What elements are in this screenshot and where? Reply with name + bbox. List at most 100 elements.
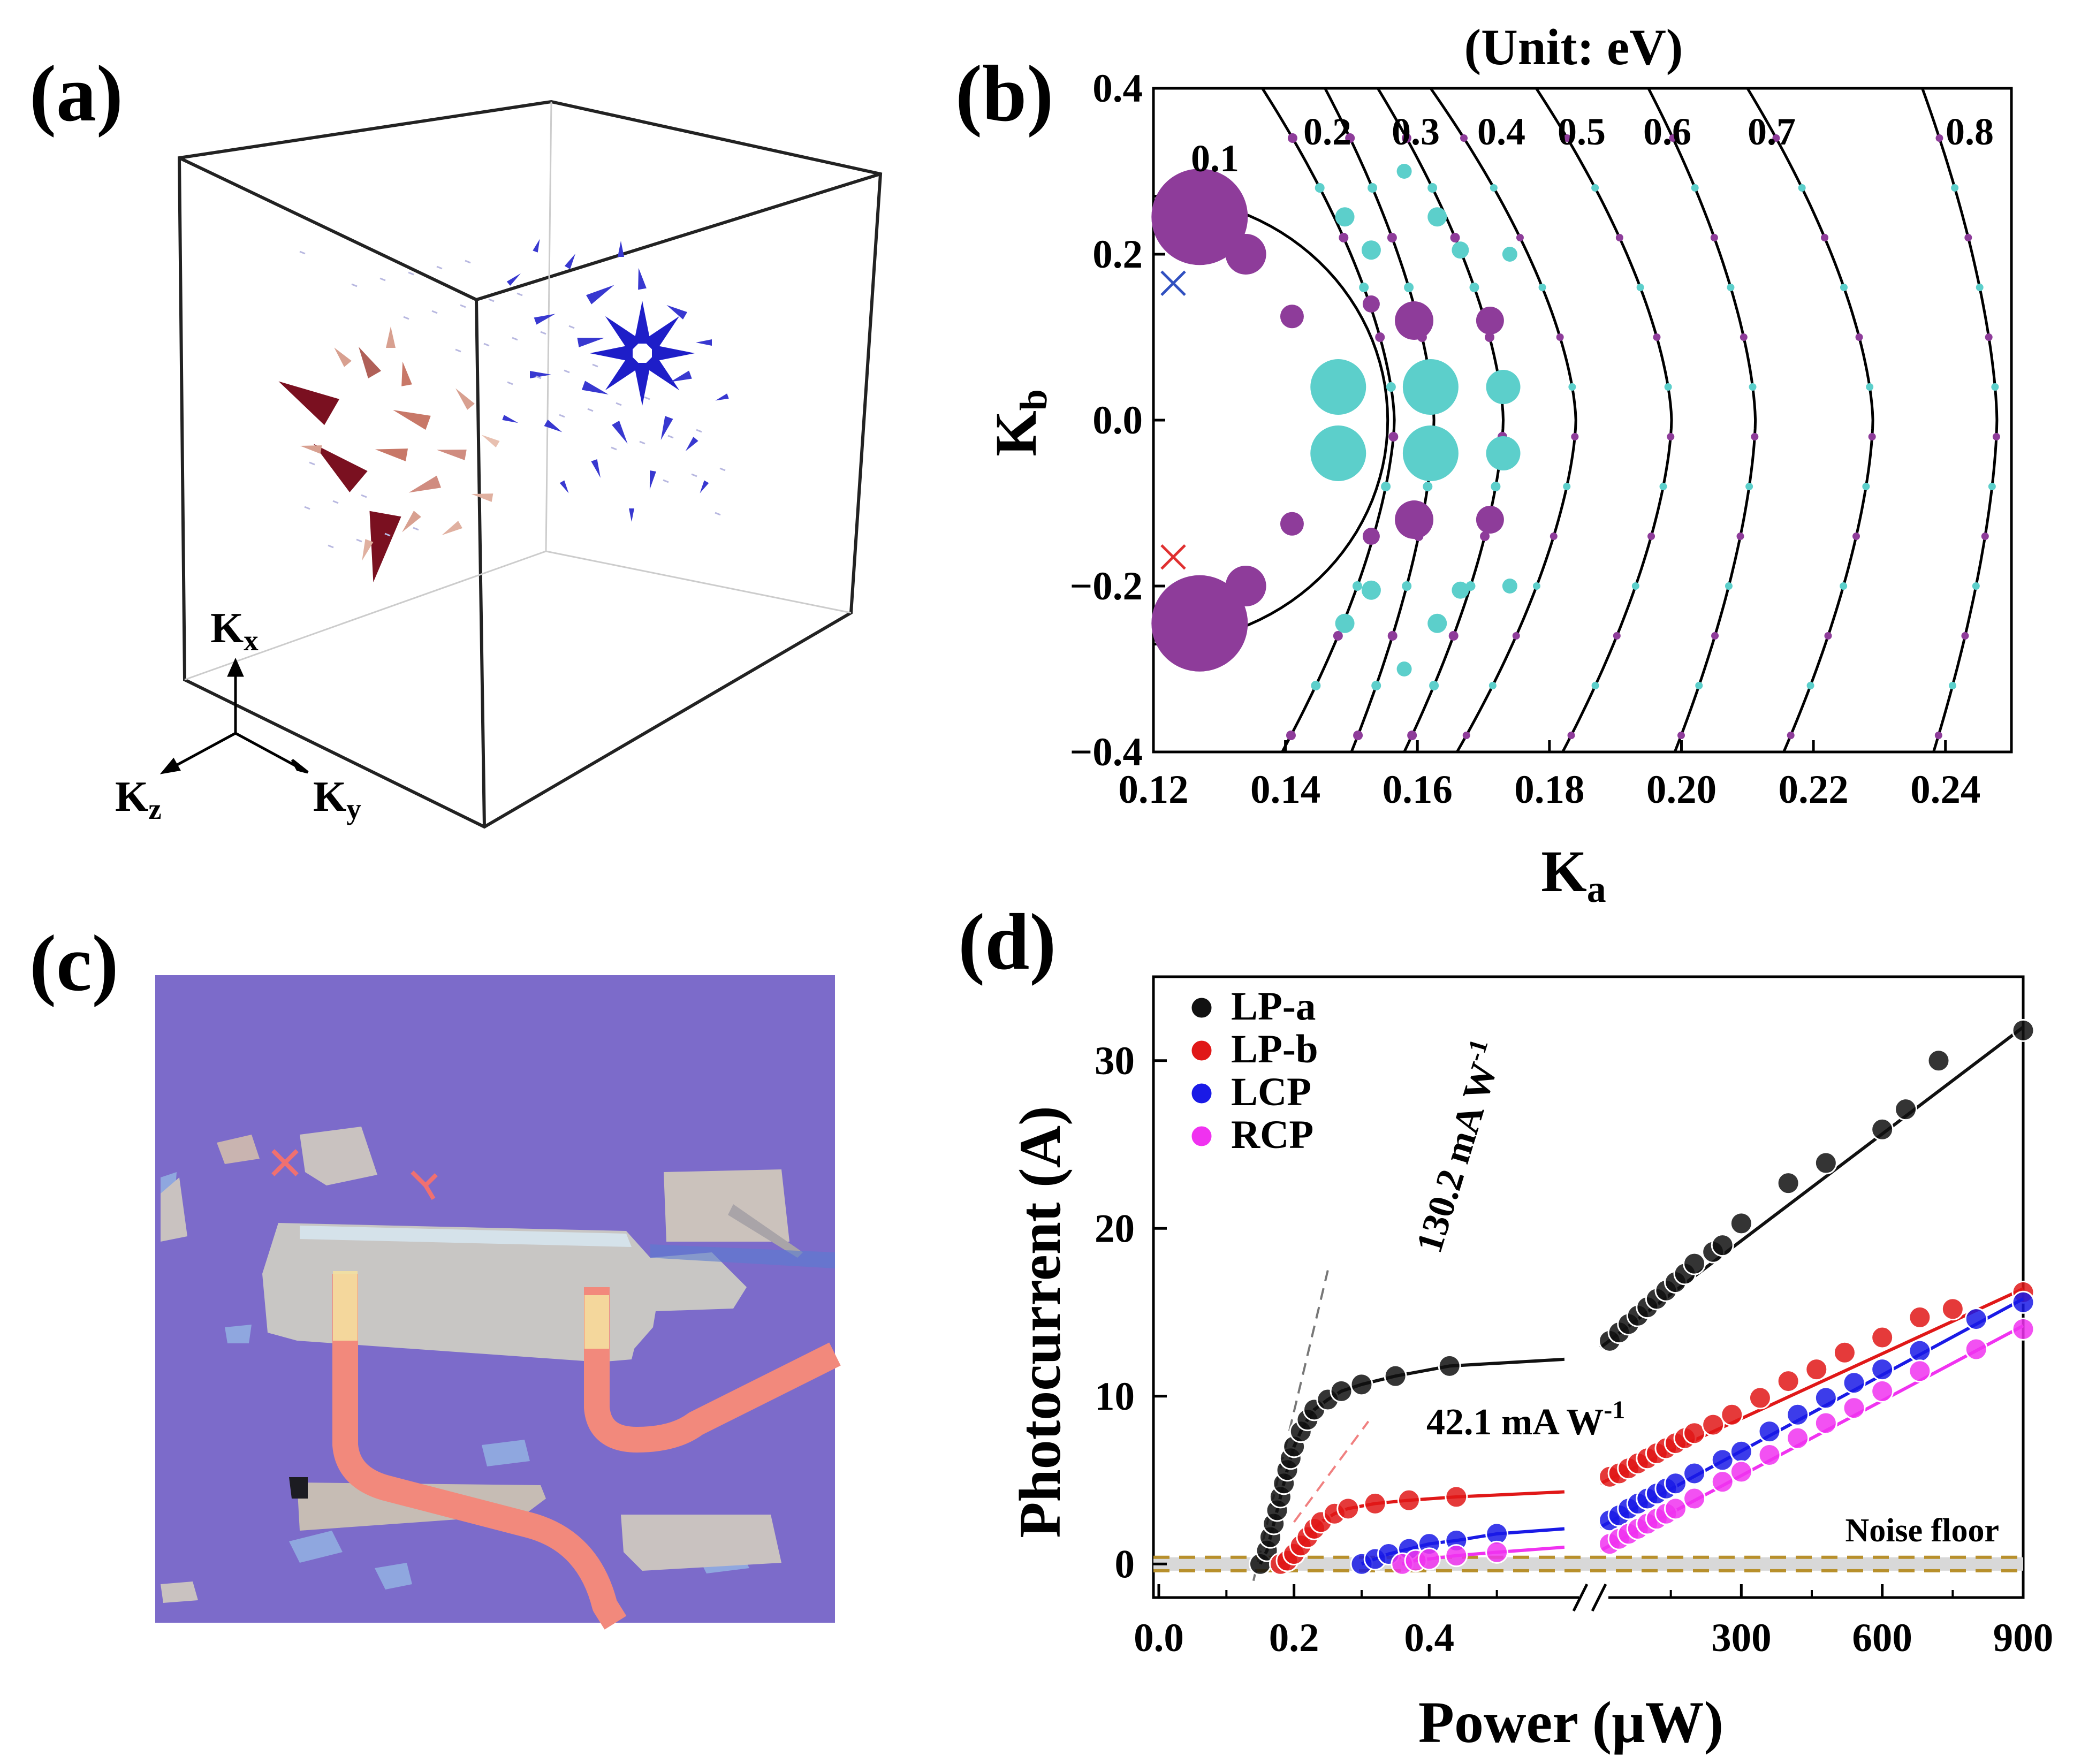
point-LP-a-r16: [1894, 1098, 1918, 1121]
band-sphere-14: [1486, 370, 1521, 404]
point-RCP-r9: [1711, 1470, 1734, 1494]
point-LP-a-r14: [1814, 1151, 1837, 1175]
contour-0-3-dot-62: [1387, 233, 1397, 242]
band-sphere-24: [1452, 241, 1469, 259]
contour-0-7-dot-62: [1710, 234, 1718, 241]
contour-0-8-dot-14: [1824, 632, 1832, 640]
contour-0-5-dot-44: [1568, 383, 1576, 391]
panel-d-label: (d): [958, 898, 1056, 986]
contour-0-4-dot-68: [1427, 183, 1438, 193]
contour-0-2-dot-2: [1286, 731, 1296, 740]
point-RCP-r18: [2011, 1317, 2035, 1341]
point-LCP-r11: [1758, 1420, 1781, 1443]
contour-0-4-dot-74: [1401, 133, 1411, 143]
contour-0-5-dot-56: [1538, 284, 1546, 291]
contour-0-3: [1324, 87, 1436, 752]
contour-0-6-dot-8: [1591, 682, 1599, 689]
field-dash-22: [564, 369, 570, 374]
panel-b-xtick-label-3: 0.18: [1514, 767, 1584, 812]
point-RCP-l2: [1417, 1547, 1441, 1571]
point-LP-a-r15: [1871, 1117, 1894, 1141]
contour-0-8-dot-50: [1855, 333, 1863, 341]
point-LP-a-r18: [2011, 1018, 2035, 1042]
field-dash-38: [517, 292, 523, 296]
red-vector-14: [471, 493, 493, 502]
field-dash-7: [663, 479, 669, 483]
red-vector-2: [369, 511, 401, 583]
red-vector-12: [402, 511, 421, 533]
red-vector-0: [278, 381, 339, 425]
blue-vector-9: [530, 371, 551, 378]
blue-vector-core-1: [643, 354, 680, 391]
panel-b-xtick-label-6: 0.24: [1910, 767, 1980, 812]
band-sphere-20: [1396, 164, 1412, 179]
point-RCP-r11: [1758, 1443, 1781, 1467]
blue-vector-22: [715, 393, 729, 401]
red-vector-16: [481, 435, 500, 448]
contour-0-8-dot-2: [1787, 732, 1795, 739]
band-sphere-5: [1280, 512, 1304, 536]
blue-vector-14: [696, 339, 712, 346]
band-sphere-29: [1362, 528, 1380, 545]
contour-0-9-dot-38: [1992, 433, 2000, 440]
contour-0-2: [1261, 87, 1396, 753]
panel-d-xtick-left-label-2: 0.4: [1404, 1616, 1454, 1660]
panel-b-ytick-label-4: −0.4: [1070, 730, 1143, 774]
point-LCP-r12: [1786, 1403, 1810, 1426]
panel-d-xtick-left-label-0: 0.0: [1134, 1616, 1184, 1660]
contour-0-9-dot-32: [1988, 483, 1996, 490]
panel-b-plot: 0.12 0.14 0.16 0.18 0.20 0.22 0.24 0.4 0.2 0.0 −0.…: [1070, 66, 2013, 812]
point-LCP-r16: [1908, 1339, 1932, 1363]
contour-0-9-dot-74: [1935, 134, 1943, 142]
contour-0-5-dot-8: [1488, 682, 1497, 689]
point-LP-b-r16: [1871, 1326, 1894, 1349]
contour-0-6-dot-50: [1653, 333, 1661, 341]
contour-0-6-dot-2: [1567, 732, 1575, 739]
legend-marker-LP-b: [1190, 1039, 1213, 1062]
panel-d-xtick-right-label-2: 900: [1993, 1616, 2054, 1660]
contour-0-3-dot-14: [1387, 631, 1398, 641]
band-sphere-22: [1427, 207, 1447, 227]
panel-b-ytick-label-3: −0.2: [1070, 564, 1143, 609]
slope-guide-2: [1293, 1420, 1370, 1523]
panel-b-xtick-label-1: 0.14: [1250, 767, 1320, 812]
contour-0-5-dot-50: [1556, 333, 1564, 341]
contour-0-7: [1647, 87, 1757, 752]
blue-vector-6: [666, 305, 687, 320]
blue-vector-23: [533, 239, 540, 253]
field-dash-34: [309, 461, 315, 466]
legend-marker-LP-a: [1190, 996, 1213, 1020]
series-LP-b: [1269, 1280, 2035, 1576]
point-RCP-l4: [1485, 1540, 1509, 1564]
contour-0-7-dot-14: [1711, 632, 1719, 640]
axis-triad: [160, 657, 309, 774]
contour-0-2-dot-68: [1315, 183, 1325, 193]
point-LP-a-l15: [1350, 1373, 1373, 1396]
blue-vector-5: [670, 370, 692, 382]
panel-b-xtick-label-0: 0.12: [1118, 767, 1188, 812]
contour-0-2-dot-56: [1359, 283, 1369, 292]
legend-label-LCP: LCP: [1231, 1070, 1311, 1114]
k-marker-red-b: [1160, 544, 1186, 570]
point-RCP-r12: [1786, 1426, 1810, 1450]
contour-0-7-dot-68: [1691, 184, 1699, 192]
point-LP-a-l14: [1330, 1379, 1353, 1403]
contour-0-8-dot-68: [1798, 184, 1806, 192]
blue-vector-10: [544, 419, 563, 432]
contour-0-4-dot-26: [1480, 531, 1490, 541]
blue-vector-12: [649, 470, 656, 490]
contour-0-7-dot-44: [1749, 383, 1757, 391]
series-RCP: [1391, 1317, 2035, 1576]
red-vector-9: [455, 388, 475, 410]
band-sphere-7: [1310, 425, 1366, 481]
blue-vector-13: [685, 437, 698, 451]
cube-box: [177, 100, 883, 829]
point-LP-a-r11: [1711, 1234, 1734, 1257]
axis-kx-label: Kx: [210, 605, 259, 657]
field-dash-20: [460, 304, 466, 308]
contour-0-7-dot-74: [1669, 134, 1677, 142]
red-vector-3: [359, 347, 382, 378]
panel-b-ylabel: Kb: [983, 389, 1055, 457]
red-vector-6: [375, 448, 408, 461]
